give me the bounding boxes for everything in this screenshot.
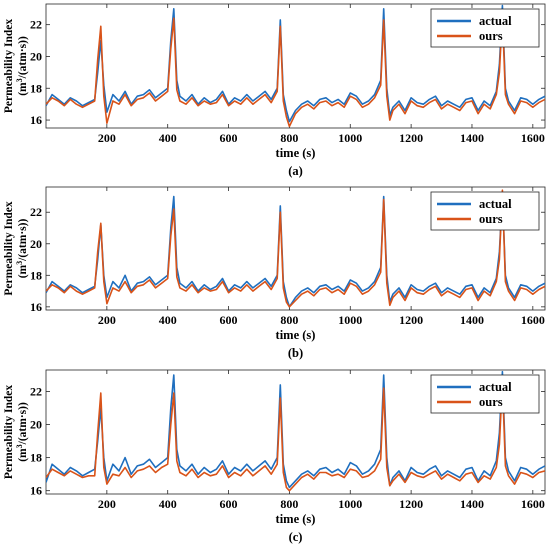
series-line-actual	[46, 370, 545, 489]
y-tick-label: 16	[30, 300, 42, 314]
x-tick-label: 1600	[521, 313, 545, 327]
y-axis-label-line2: (m3/(atm·s))	[15, 36, 30, 96]
series-line-ours	[46, 14, 545, 128]
legend-label: ours	[479, 29, 503, 43]
legend-label: actual	[479, 197, 512, 211]
panel-1: 200 400 600 800 1000 1200 1400 1600 16 18 20 22 actu…	[3, 3, 546, 178]
x-tick-label: 1400	[460, 313, 484, 327]
legend-box	[430, 191, 540, 231]
legend-label: ours	[479, 212, 503, 226]
x-tick-label: 1200	[399, 313, 423, 327]
y-tick-label: 16	[30, 484, 42, 498]
panel-3: 200 400 600 800 1000 1200 1400 1600 16 18 20 22 actu…	[3, 369, 546, 544]
x-tick-label: 200	[98, 497, 116, 511]
y-axis-label-line1: Permeability Index	[3, 19, 15, 113]
y-axis-label-line2: (m3/(atm·s))	[15, 402, 30, 462]
y-tick-label: 20	[30, 418, 42, 432]
legend-label: actual	[479, 380, 512, 394]
x-tick-label: 400	[159, 131, 177, 145]
legend-label: ours	[479, 395, 503, 409]
x-tick-label: 1000	[338, 313, 362, 327]
y-tick-label: 18	[30, 81, 42, 95]
x-tick-label: 1200	[399, 131, 423, 145]
y-tick-label: 20	[30, 237, 42, 251]
y-axis-label-line1: Permeability Index	[3, 385, 15, 479]
series-line-actual	[46, 4, 545, 123]
x-tick-label: 600	[220, 313, 238, 327]
x-tick-label: 400	[159, 497, 177, 511]
panel-label: (a)	[288, 164, 303, 178]
series-line-ours	[46, 380, 545, 492]
x-tick-label: 1000	[338, 497, 362, 511]
x-tick-label: 1600	[521, 131, 545, 145]
x-tick-label: 1400	[460, 131, 484, 145]
x-tick-label: 400	[159, 313, 177, 327]
y-tick-label: 18	[30, 451, 42, 465]
x-axis-label: time (s)	[276, 328, 316, 342]
legend-box	[430, 8, 540, 48]
y-tick-label: 18	[30, 268, 42, 282]
y-tick-label: 22	[30, 384, 42, 398]
x-axis-label: time (s)	[276, 512, 316, 526]
x-tick-label: 1400	[460, 497, 484, 511]
panel-2: 200 400 600 800 1000 1200 1400 1600 16 18 20 22 actu…	[3, 186, 546, 360]
panel-label: (b)	[288, 346, 303, 360]
legend-box	[430, 374, 540, 414]
x-tick-label: 600	[220, 131, 238, 145]
x-tick-label: 800	[280, 131, 298, 145]
series-line-ours	[46, 189, 545, 308]
y-tick-label: 22	[30, 18, 42, 32]
x-tick-label: 1600	[521, 497, 545, 511]
legend-label: actual	[479, 14, 512, 28]
x-tick-label: 1000	[338, 131, 362, 145]
x-tick-label: 800	[280, 497, 298, 511]
x-tick-label: 600	[220, 497, 238, 511]
y-axis-label-line1: Permeability Index	[3, 201, 15, 295]
y-tick-label: 16	[30, 113, 42, 127]
x-tick-label: 200	[98, 313, 116, 327]
y-tick-label: 22	[30, 205, 42, 219]
x-axis-label: time (s)	[276, 146, 316, 160]
x-tick-label: 1200	[399, 497, 423, 511]
y-axis-label-line2: (m3/(atm·s))	[15, 219, 30, 279]
panel-label: (c)	[289, 530, 303, 544]
x-tick-label: 800	[280, 313, 298, 327]
y-tick-label: 20	[30, 49, 42, 63]
x-tick-label: 200	[98, 131, 116, 145]
